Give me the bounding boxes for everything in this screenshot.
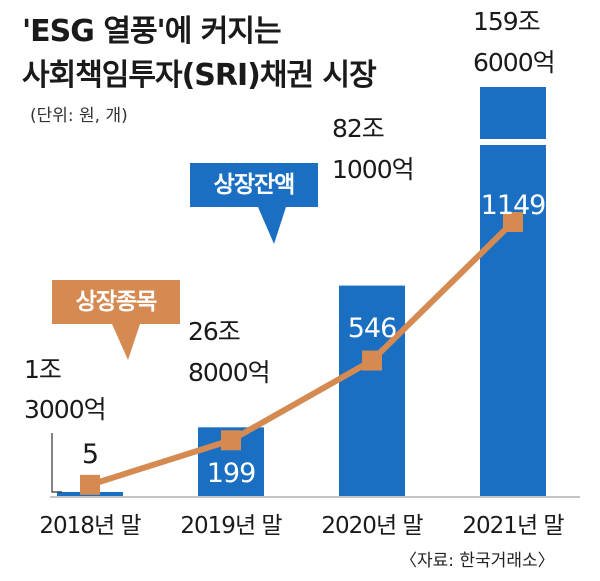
unit-label: (단위: 원, 개): [30, 106, 128, 126]
x-tick-label-2: 2019년 말: [180, 513, 282, 539]
bar-4: [480, 87, 546, 496]
point-label-4: 1149: [481, 190, 546, 221]
chart-title-line1: 'ESG 열풍'에 커지는: [22, 14, 282, 49]
bar-label-1-line2: 3000억: [24, 395, 106, 424]
callout-items-tail: [112, 324, 140, 360]
line-series: [80, 212, 523, 495]
bar-label-2-line2: 8000억: [188, 358, 270, 387]
bar-group: [57, 87, 548, 496]
chart-title-line2: 사회책임투자(SRI)채권 시장: [22, 58, 377, 93]
bar-break-4: [478, 139, 548, 145]
callout-balance-tail: [258, 207, 286, 244]
source-note: 〈자료: 한국거래소〉: [400, 551, 555, 571]
point-label-3: 546: [348, 313, 397, 344]
callout-tails: [112, 207, 286, 360]
callout-balance: 상장잔액: [190, 163, 318, 207]
point-label-2: 199: [207, 458, 256, 489]
line-point-3: [362, 350, 382, 371]
bar-label-4-line2: 6000억: [473, 48, 555, 77]
line-point-1: [80, 474, 100, 495]
point-label-group: 5 199 546 1149: [82, 190, 546, 489]
line-path: [89, 219, 516, 488]
line-point-2: [221, 430, 241, 451]
bar-label-3-line2: 1000억: [332, 155, 414, 184]
x-axis: 2018년 말 2019년 말 2020년 말 2021년 말: [39, 496, 580, 539]
first-bar-leader: [51, 433, 62, 493]
bar-label-group: 1조 3000억 26조 8000억 82조 1000억 159조 6000억: [24, 7, 556, 493]
x-tick-label-4: 2021년 말: [462, 513, 564, 539]
x-tick-label-3: 2020년 말: [321, 513, 423, 539]
bar-label-1-line1: 1조: [24, 355, 61, 384]
line-point-4: [503, 212, 523, 232]
callout-items: 상장종목: [52, 280, 180, 324]
point-label-1: 5: [82, 439, 98, 470]
bar-label-4-line1: 159조: [473, 7, 540, 36]
x-tick-label-1: 2018년 말: [39, 513, 141, 539]
bar-label-2-line1: 26조: [188, 317, 240, 346]
bar-label-3-line1: 82조: [332, 114, 384, 143]
bar-3: [339, 285, 405, 496]
